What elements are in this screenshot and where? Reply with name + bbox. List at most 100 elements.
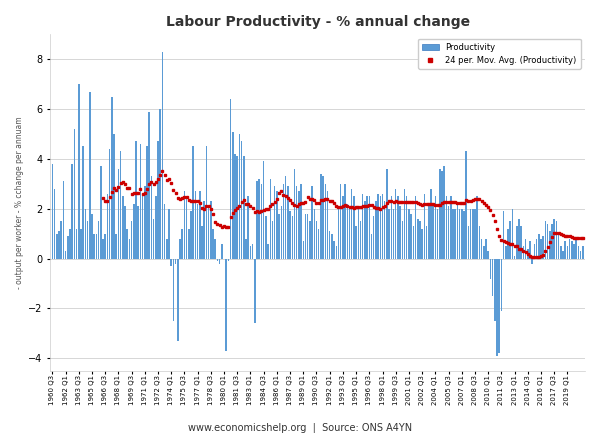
Bar (285, 176, 286, 259)
Bar (439, 169, 440, 259)
Bar (230, 99, 232, 259)
Bar (177, 259, 179, 341)
Bar (532, 259, 533, 264)
Bar (190, 211, 192, 259)
Bar (410, 214, 412, 259)
Bar (62, 181, 64, 259)
Bar (151, 176, 152, 259)
Bar (128, 239, 130, 259)
Bar (494, 259, 496, 321)
Bar (210, 201, 212, 259)
Bar (355, 226, 357, 259)
Bar (85, 209, 86, 259)
Bar (188, 229, 190, 259)
Bar (111, 97, 113, 259)
Bar (276, 191, 278, 259)
Bar (203, 201, 205, 259)
Bar (400, 206, 401, 259)
Bar (553, 219, 555, 259)
Bar (199, 191, 200, 259)
Bar (320, 174, 322, 259)
Bar (481, 239, 482, 259)
Bar (194, 191, 196, 259)
Bar (520, 226, 522, 259)
Bar (419, 221, 421, 259)
Bar (384, 201, 385, 259)
Bar (94, 234, 95, 259)
Bar (260, 184, 262, 259)
Bar (95, 234, 97, 259)
Bar (472, 209, 473, 259)
Bar (170, 259, 172, 266)
Bar (226, 259, 227, 351)
Bar (259, 179, 260, 259)
Bar (58, 231, 60, 259)
Bar (221, 244, 223, 259)
Bar (433, 206, 434, 259)
Bar (269, 179, 271, 259)
Bar (582, 246, 584, 259)
Bar (487, 251, 489, 259)
Bar (193, 146, 194, 259)
Bar (265, 216, 266, 259)
Bar (137, 206, 139, 259)
Bar (80, 229, 82, 259)
Bar (569, 239, 571, 259)
Bar (499, 259, 500, 353)
Bar (144, 186, 146, 259)
Bar (157, 142, 159, 259)
Bar (289, 211, 291, 259)
Bar (69, 229, 71, 259)
Bar (274, 186, 275, 259)
Bar (523, 246, 524, 259)
Bar (496, 259, 498, 356)
Bar (287, 186, 289, 259)
Bar (516, 226, 518, 259)
Bar (113, 134, 115, 259)
Bar (281, 206, 282, 259)
Bar (122, 196, 124, 259)
Bar (307, 214, 308, 259)
Bar (305, 214, 306, 259)
Bar (175, 259, 176, 264)
Bar (340, 184, 341, 259)
Bar (518, 219, 520, 259)
Bar (327, 191, 328, 259)
Bar (353, 196, 355, 259)
Bar (155, 196, 157, 259)
Bar (428, 204, 430, 259)
Bar (236, 156, 238, 259)
Bar (239, 134, 240, 259)
Bar (334, 241, 335, 259)
Bar (135, 142, 137, 259)
Bar (309, 221, 311, 259)
Bar (179, 239, 181, 259)
Bar (380, 196, 381, 259)
Bar (452, 209, 454, 259)
Bar (450, 196, 452, 259)
Bar (408, 209, 410, 259)
Bar (351, 189, 352, 259)
Bar (443, 166, 445, 259)
Bar (375, 201, 377, 259)
Bar (329, 231, 331, 259)
Bar (76, 229, 77, 259)
Bar (296, 186, 298, 259)
Bar (401, 221, 403, 259)
Bar (124, 206, 126, 259)
Bar (87, 221, 88, 259)
Bar (232, 132, 233, 259)
Bar (562, 251, 564, 259)
Bar (256, 181, 258, 259)
Bar (104, 234, 106, 259)
Y-axis label: - output per worker - % cchange per annuam: - output per worker - % cchange per annu… (15, 116, 24, 289)
Bar (371, 234, 372, 259)
Bar (127, 229, 128, 259)
Bar (201, 226, 203, 259)
Bar (331, 234, 332, 259)
Bar (367, 196, 368, 259)
Bar (565, 241, 566, 259)
Bar (325, 184, 326, 259)
Bar (161, 52, 163, 259)
Bar (362, 194, 364, 259)
